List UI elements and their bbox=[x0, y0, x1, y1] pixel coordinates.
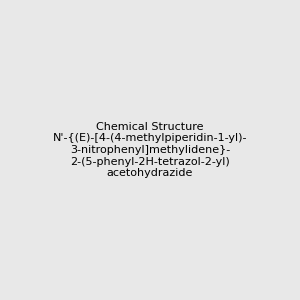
Text: Chemical Structure
N'-{(E)-[4-(4-methylpiperidin-1-yl)-
3-nitrophenyl]methyliden: Chemical Structure N'-{(E)-[4-(4-methylp… bbox=[53, 122, 247, 178]
